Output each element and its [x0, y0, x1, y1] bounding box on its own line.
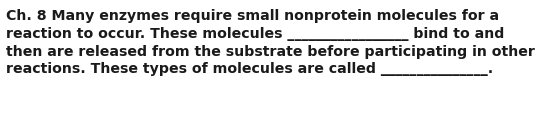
Text: Ch. 8 Many enzymes require small nonprotein molecules for a
reaction to occur. T: Ch. 8 Many enzymes require small nonprot… [6, 9, 535, 76]
